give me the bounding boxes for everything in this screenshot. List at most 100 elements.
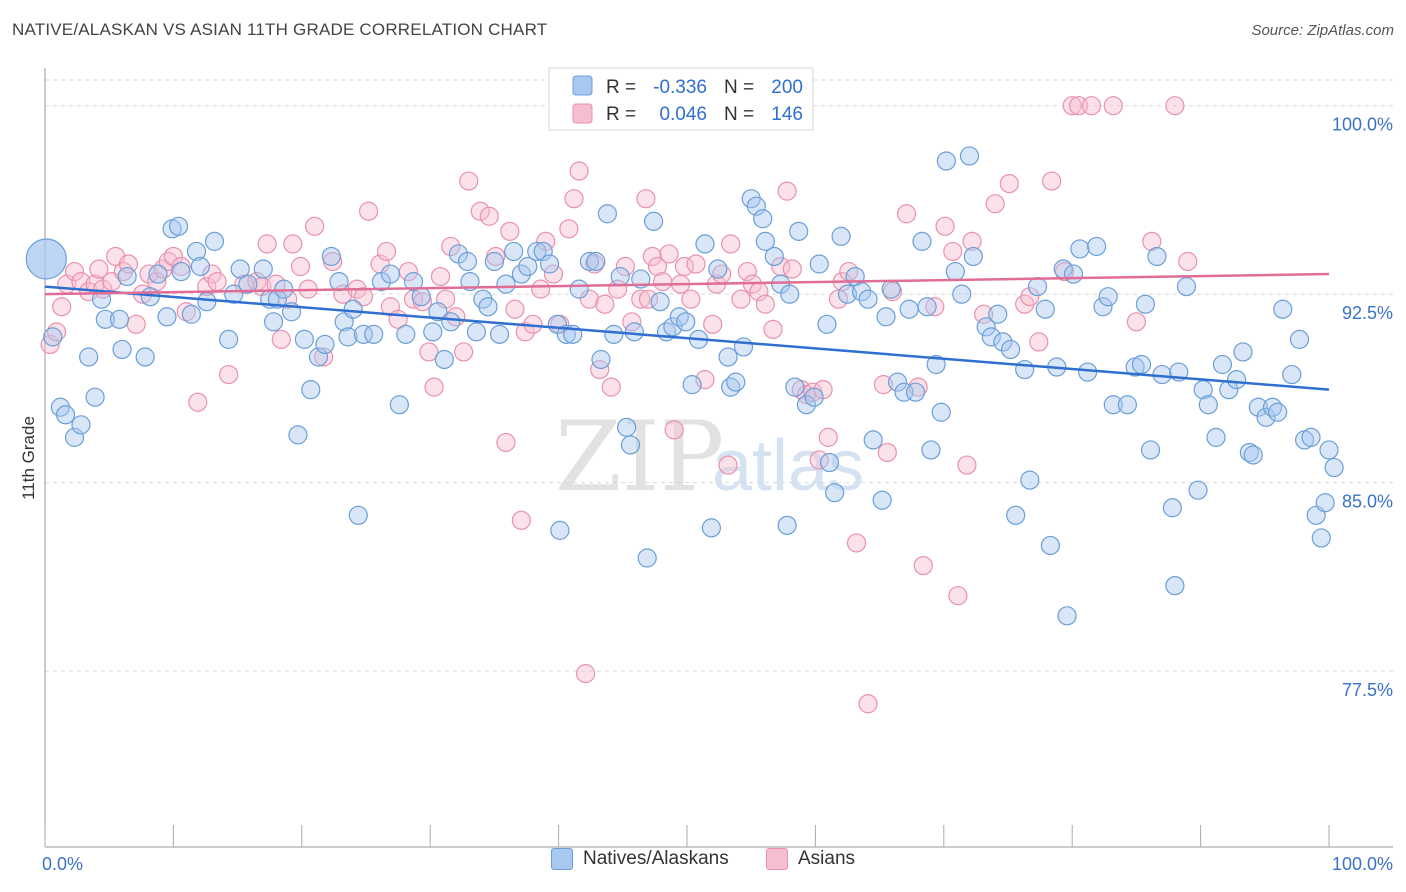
point-natives [79,347,99,367]
point-natives [504,241,524,262]
point-natives [780,284,800,304]
point-natives [348,505,368,525]
point-natives [610,266,630,287]
point-asians [999,173,1019,194]
point-natives [917,297,937,317]
point-natives [617,417,637,437]
point-natives [921,440,941,460]
legend-item-natives: Natives/Alaskans [550,848,729,870]
point-natives [171,261,191,282]
point-asians [271,329,291,349]
point-asians [858,694,878,714]
point-natives [186,241,207,262]
point-natives [1015,359,1035,380]
point-asians [176,302,196,322]
point-natives [1057,606,1077,626]
point-natives [1212,354,1233,375]
point-natives [85,387,105,407]
point-natives [926,354,946,375]
point-asians [974,304,994,324]
point-natives [168,216,189,236]
point-natives [1147,246,1167,267]
point-asians [1042,171,1062,191]
trend-line-natives [44,285,1330,391]
point-natives [1006,505,1026,525]
point-natives [569,279,589,299]
point-natives [329,271,349,292]
point-natives [905,382,926,402]
series-natives [25,146,1344,626]
point-asians [595,294,615,314]
point-natives [460,271,480,292]
point-asians [207,271,227,292]
point-asians [1178,251,1198,272]
point-natives [988,304,1008,324]
legend-n-value-natives: 200 [771,77,803,98]
point-asians [873,375,894,395]
point-natives [604,324,624,344]
point-asians [283,234,303,254]
y-axis-label: 11th Grade [19,416,38,500]
point-natives [527,241,547,262]
point-natives [389,395,409,415]
point-natives [796,395,817,415]
point-natives [1256,407,1276,427]
point-asians [559,219,579,239]
point-asians [664,420,684,440]
point-natives [43,327,63,347]
point-natives [959,146,980,166]
point-natives [1027,277,1048,297]
x-tick-label-min: 0.0% [42,854,83,874]
point-natives [1162,498,1182,518]
point-asians [1126,312,1147,332]
point-asians [470,201,490,221]
point-natives [695,234,715,254]
point-natives [804,387,824,407]
point-asians [674,256,695,277]
point-asians [188,392,208,412]
point-asians [908,377,928,397]
legend-n-label-asians: N = [724,104,754,125]
point-natives [117,266,137,287]
point-asians [459,171,479,191]
point-asians [543,264,564,284]
point-asians [569,161,589,181]
point-asians [1103,96,1123,116]
point-asians [731,289,751,309]
legend-r-value-asians: 0.046 [659,104,707,125]
legend-r-label-asians: R = [606,104,636,125]
legend-swatch-natives [572,75,593,96]
point-natives [1315,493,1335,513]
point-natives [338,327,358,347]
point-asians [575,664,596,684]
point-asians [653,271,673,292]
point-asians [659,244,679,264]
point-asians [89,259,109,279]
point-natives [899,299,919,319]
point-asians [424,377,444,397]
point-natives [624,322,644,342]
point-asians [1165,96,1185,116]
point-asians [257,234,277,254]
point-natives [1206,427,1226,447]
point-natives [912,231,932,251]
point-natives [825,483,845,503]
point-asians [601,377,621,397]
point-asians [782,259,802,279]
point-natives [876,307,896,327]
y-tick-label: 85.0% [1342,492,1393,512]
point-natives [852,282,872,302]
point-asians [441,236,461,257]
point-natives [1078,362,1098,382]
point-natives [637,548,657,568]
point-natives [148,264,168,284]
point-natives [353,324,374,344]
point-natives [1086,236,1107,257]
point-natives [591,349,611,370]
point-natives [733,337,754,357]
point-natives [434,349,454,370]
legend-item-asians: Asians [765,848,855,870]
point-natives [315,334,335,355]
legend-bottom-label-natives: Natives/Alaskans [582,848,729,869]
